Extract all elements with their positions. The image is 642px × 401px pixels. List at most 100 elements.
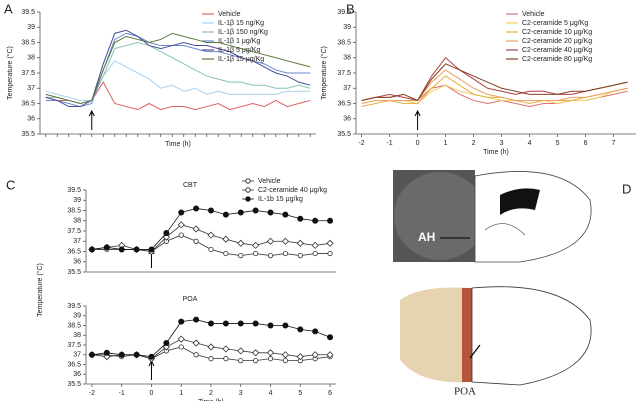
marker <box>207 320 214 327</box>
marker <box>238 357 244 364</box>
marker <box>252 320 259 327</box>
marker <box>88 246 95 253</box>
marker <box>178 209 185 216</box>
marker <box>207 207 214 214</box>
x-tick-label: 6 <box>584 140 588 147</box>
series-line <box>45 29 311 108</box>
x-tick-label: 3 <box>239 390 243 397</box>
marker <box>312 217 319 224</box>
marker <box>223 250 229 257</box>
x-tick-label: 1 <box>444 140 448 147</box>
series-line <box>361 84 628 105</box>
legend-label: C2-ceramide 80 μg/Kg <box>522 56 592 63</box>
x-tick-label: -1 <box>119 390 125 397</box>
y-tick-label: 38.5 <box>67 322 81 329</box>
y-tick-label: 35.5 <box>21 131 35 138</box>
panel-label: D <box>622 181 631 196</box>
marker <box>253 250 259 257</box>
legend-marker <box>245 196 251 202</box>
y-tick-label: 39 <box>27 24 35 31</box>
y-tick-label: 37 <box>27 85 35 92</box>
marker <box>192 225 200 233</box>
x-tick-label: 2 <box>209 390 213 397</box>
marker <box>267 209 274 216</box>
y-tick-label: 39.5 <box>21 9 35 16</box>
marker <box>148 246 155 253</box>
x-tick-label: -2 <box>358 140 364 147</box>
marker <box>208 246 214 253</box>
legend-label: IL-1β 5 μg/Kg <box>218 47 260 54</box>
panel-label: C <box>6 177 15 192</box>
marker <box>133 351 140 358</box>
legend-label: IL-1β 150 ng/Kg <box>218 29 268 36</box>
marker <box>178 344 184 350</box>
series-line <box>361 63 628 102</box>
panel-label: B <box>346 1 355 16</box>
legend-label: C2-ceramide 10 μg/Kg <box>522 29 592 36</box>
y-tick-label: 38.5 <box>337 39 351 46</box>
y-tick-label: 35.5 <box>67 381 81 388</box>
y-tick-label: 39.5 <box>337 9 351 16</box>
legend-label: IL-1β 15 ng/Kg <box>218 20 264 27</box>
marker <box>267 253 274 259</box>
series-line <box>91 208 331 250</box>
y-tick-label: 36 <box>73 371 81 378</box>
y-tick-label: 39 <box>73 313 81 320</box>
marker <box>326 351 334 359</box>
y-tick-label: 38 <box>73 332 81 339</box>
x-tick-label: -1 <box>386 140 392 147</box>
marker <box>178 232 184 238</box>
marker <box>133 246 140 253</box>
x-tick-label: 4 <box>528 140 532 147</box>
y-tick-label: 38 <box>343 55 351 62</box>
marker <box>222 345 230 353</box>
marker <box>296 353 304 361</box>
y-tick-label: 36.5 <box>21 100 35 107</box>
legend-label: IL-1β 1 μg/Kg <box>218 38 260 45</box>
y-tick-label: 39.5 <box>67 303 81 310</box>
y-tick-label: 36.5 <box>67 361 81 368</box>
marker <box>118 246 125 253</box>
x-tick-label: 0 <box>150 390 154 397</box>
y-tick-label: 37.5 <box>67 342 81 349</box>
x-tick-label: 0 <box>416 140 420 147</box>
legend-label: C2-ceramide 40 μg/kg <box>258 187 327 194</box>
marker <box>297 326 304 333</box>
y-tick-label: 37 <box>343 85 351 92</box>
y-tick-label: 37.5 <box>67 228 81 235</box>
marker <box>252 349 260 357</box>
brain-section-poa <box>400 286 592 386</box>
legend-label: IL-1β 15 μg/Kg <box>218 56 264 63</box>
marker <box>311 351 319 359</box>
marker <box>193 205 200 212</box>
y-tick-label: 36.5 <box>67 248 81 255</box>
marker <box>163 230 170 237</box>
y-tick-label: 37.5 <box>21 70 35 77</box>
y-axis-label: Temperature (°C) <box>6 46 14 100</box>
x-tick-label: -2 <box>89 390 95 397</box>
marker <box>193 352 199 358</box>
y-tick-label: 37 <box>73 352 81 359</box>
marker <box>312 328 319 335</box>
y-tick-label: 37 <box>73 238 81 245</box>
x-tick-label: 2 <box>472 140 476 147</box>
x-tick-label: 5 <box>298 390 302 397</box>
marker <box>297 215 304 222</box>
y-tick-label: 38 <box>27 55 35 62</box>
brain-section-ah <box>393 170 592 263</box>
marker <box>207 343 215 351</box>
marker <box>177 221 185 229</box>
x-tick-label: 4 <box>269 390 273 397</box>
legend-label: Vehicle <box>218 11 241 18</box>
legend-label: C2-ceramide 5 μg/Kg <box>522 20 588 27</box>
marker <box>296 239 304 247</box>
marker <box>223 356 229 362</box>
marker <box>222 235 230 243</box>
series-line <box>361 57 628 102</box>
injection-arrow <box>414 109 421 130</box>
marker <box>163 340 170 347</box>
marker <box>326 239 334 247</box>
legend-label: Vehicle <box>522 11 545 18</box>
marker <box>192 339 200 347</box>
marker <box>103 349 110 356</box>
